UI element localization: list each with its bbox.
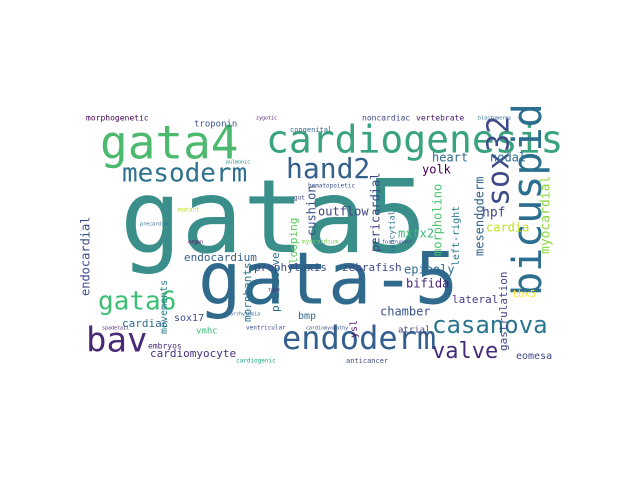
word-gata5: gata5	[120, 158, 427, 277]
word-hpf: hpf	[482, 206, 505, 221]
word-ventricular: ventricular	[246, 325, 286, 332]
word-gata6: gata6	[98, 287, 176, 317]
word-myocardium: myocardium	[302, 239, 339, 246]
word-hand2: hand2	[286, 152, 370, 185]
word-mesendoderm: mesendoderm	[473, 177, 487, 256]
word-cloud: gata5 gata-5 gata4 cardiogenesis bicuspi…	[80, 106, 560, 374]
word-bicuspid: bicuspid	[505, 106, 551, 296]
word-myocardial: myocardial	[539, 176, 554, 254]
word-spadetail: spadetail	[102, 326, 129, 332]
word-bav: bav	[86, 321, 147, 361]
word-endoderm: endoderm	[282, 319, 436, 357]
word-atrial: atrial	[398, 326, 431, 336]
word-cardia: cardia	[486, 221, 529, 235]
word-forerunner: forerunner	[382, 240, 412, 246]
word-movements: movements	[159, 280, 170, 334]
word-precardiac: precardiac	[140, 222, 170, 228]
word-endocardium: endocardium	[184, 251, 257, 264]
word-prophylaxis: prophylaxis	[254, 261, 327, 274]
word-bmp: bmp	[298, 311, 316, 322]
word-morphogenetic: morphogenetic	[86, 114, 149, 123]
word-outflow: outflow	[318, 205, 369, 219]
word-noncardiac: noncardiac	[362, 114, 410, 123]
word-chamber: chamber	[380, 305, 431, 319]
word-gata4: gata4	[100, 116, 238, 170]
word-blastomeres: blastomeres	[478, 116, 511, 122]
word-ysl: ysl	[349, 320, 360, 338]
word-vmhc: vmhc	[196, 327, 218, 337]
word-troponin: troponin	[194, 120, 237, 130]
word-left-right: left-right	[451, 206, 462, 266]
word-looping: looping	[287, 218, 300, 264]
word-morphants: morphants	[241, 262, 254, 322]
word-congenital: congenital	[290, 126, 332, 134]
word-tube: tube	[268, 288, 280, 294]
word-zygotic: zygotic	[256, 116, 277, 122]
word-sox17: sox17	[174, 313, 204, 324]
word-yolk: yolk	[422, 163, 452, 177]
word-cushion: cushion	[305, 185, 319, 236]
word-mutant: mutant	[178, 207, 200, 214]
word-casanova: casanova	[432, 311, 548, 339]
word-gata-5: gata-5	[198, 237, 458, 321]
word-hematopoietic: hematopoietic	[308, 183, 355, 190]
word-eomesa: eomesa	[516, 351, 552, 362]
word-pulmonic: pulmonic	[226, 160, 250, 166]
word-embryos: embryos	[148, 342, 182, 351]
word-vertebrate: vertebrate	[416, 114, 464, 123]
word-gastrulation: gastrulation	[497, 272, 510, 351]
word-mxtx2: mxtx2	[398, 227, 434, 241]
word-primitive: primitive	[269, 252, 282, 312]
word-cardiomyopathy: cardiomyopathy	[306, 326, 348, 332]
word-zebrafish: zebrafish	[342, 261, 402, 274]
word-cardiomyocyte: cardiomyocyte	[150, 347, 236, 360]
word-gut: gut	[294, 195, 305, 202]
word-lateral: lateral	[452, 293, 498, 306]
word-sox32: sox32	[482, 116, 517, 206]
word-epiboly: epiboly	[404, 263, 455, 277]
word-mesoderm: mesoderm	[122, 159, 247, 189]
word-arrhythmia: arrhythmia	[230, 312, 260, 318]
word-nodal: nodal	[490, 151, 526, 165]
word-pericardial: pericardial	[369, 173, 383, 252]
word-bifida: bifida	[406, 277, 449, 291]
word-cardiogenesis: cardiogenesis	[266, 118, 560, 162]
word-heart: heart	[432, 151, 468, 165]
word-cloud-canvas: gata5 gata-5 gata4 cardiogenesis bicuspi…	[80, 106, 560, 365]
word-valve: valve	[432, 339, 498, 364]
word-syncytial: syncytial	[388, 210, 397, 254]
word-tbx5: tbx5	[512, 289, 536, 300]
word-endocardial: endocardial	[80, 217, 93, 296]
word-anticancer: anticancer	[346, 357, 388, 365]
word-morpholino: morpholino	[431, 184, 445, 256]
word-cardiogenic: cardiogenic	[236, 358, 276, 365]
word-cardiac: cardiac	[122, 317, 168, 330]
word-organ: organ	[188, 240, 203, 246]
